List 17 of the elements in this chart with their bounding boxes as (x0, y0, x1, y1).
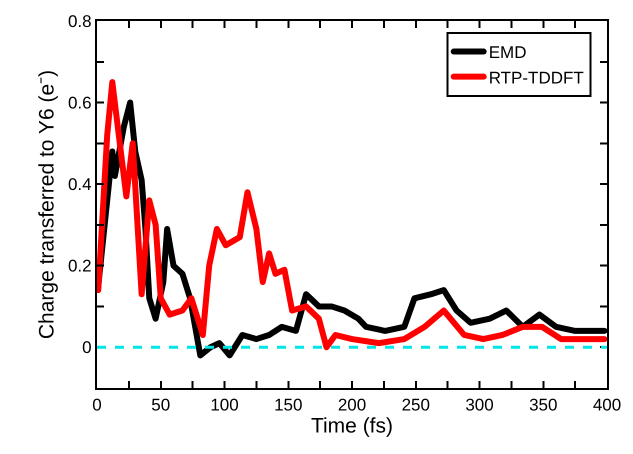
x-tick-label: 50 (151, 395, 170, 414)
x-tick-label: 150 (274, 395, 302, 414)
x-tick-label: 100 (210, 395, 239, 414)
x-tick-label: 400 (592, 395, 622, 414)
y-axis-title: Charge transferred to Y6 (e⁻) (36, 70, 59, 340)
x-tick-label: 200 (338, 395, 366, 414)
y-tick-label: 0.2 (68, 256, 92, 276)
x-axis-title: Time (fs) (310, 414, 394, 438)
x-tick-label: 250 (402, 395, 430, 414)
y-tick-label: 0.8 (68, 12, 92, 31)
x-tick-label: 300 (465, 395, 494, 414)
legend-label: RTP-TDDFT (488, 68, 584, 88)
y-tick-label: 0 (82, 338, 92, 358)
legend-label: EMD (488, 43, 526, 62)
x-tick-label: 350 (529, 395, 558, 414)
y-tick-label: 0.4 (68, 175, 92, 194)
y-tick-label: 0.6 (68, 94, 92, 113)
